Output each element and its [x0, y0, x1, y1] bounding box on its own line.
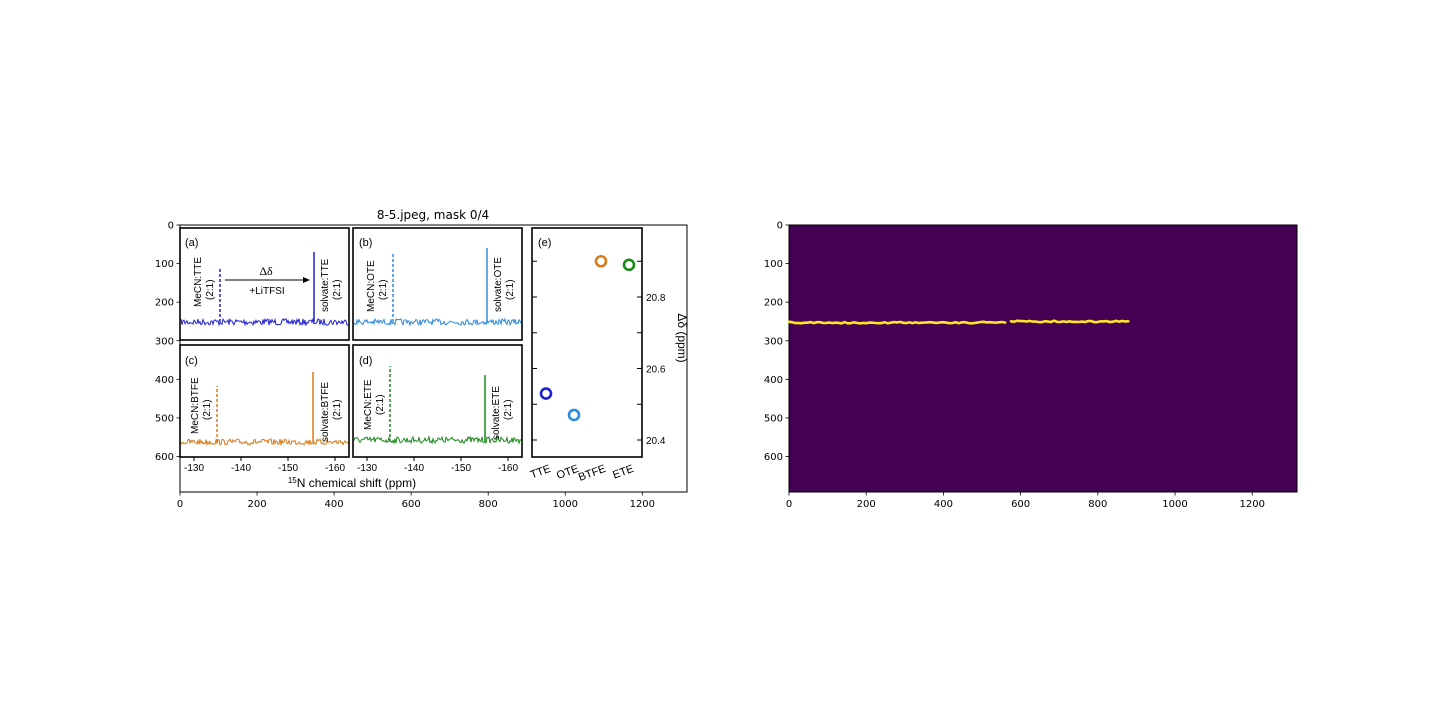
panel-d-left-peak-label: MeCN:ETE	[363, 379, 374, 430]
panel-b-right-peak-label: solvate:OTE	[493, 257, 504, 312]
scatter-points	[539, 254, 636, 422]
x-tick-label: 800	[479, 499, 498, 510]
y-tick-label: 400	[155, 375, 174, 386]
y-tick-label: 100	[155, 259, 174, 270]
additive-label: +LiTFSI	[249, 286, 284, 297]
mask-segment	[1009, 319, 1130, 324]
panel-b-left-peak-label: MeCN:OTE	[366, 260, 377, 312]
mask-foreground	[787, 319, 1130, 325]
y-tick-label: 200	[764, 298, 783, 309]
nmr-panel-b: (b) MeCN:OTE (2:1) solvate:OTE (2:1)	[352, 227, 523, 341]
x-tick-label: 200	[248, 499, 267, 510]
panel-b-left-peak-ratio: (2:1)	[378, 279, 389, 300]
panel-d-label: (d)	[359, 355, 372, 367]
scatter-point	[622, 258, 636, 272]
x-tick-label: 1200	[1239, 499, 1264, 510]
left-image-axes: (a) MeCN:TTE (2:1) solvate:TTE (2:1) Δδ …	[155, 221, 689, 511]
y-tick-label: 500	[155, 413, 174, 424]
y-tick-label: 600	[764, 452, 783, 463]
inner-x-tick-label: -140	[231, 463, 251, 474]
mask-segment	[787, 320, 1007, 325]
panel-c-right-peak-label: solvate:BTFE	[320, 382, 331, 442]
y-tick-label: 500	[764, 413, 783, 424]
y-tick-label: 400	[764, 375, 783, 386]
panel-a-label: (a)	[185, 237, 198, 249]
scatter-point	[567, 408, 581, 422]
scatter-y-tick-label: 20.4	[646, 436, 666, 447]
panel-c-frame	[179, 344, 350, 458]
panel-c-right-peak-ratio: (2:1)	[332, 399, 343, 420]
inner-x-tick-label: -130	[357, 463, 377, 474]
y-tick-label: 600	[155, 452, 174, 463]
nmr-panel-a: (a) MeCN:TTE (2:1) solvate:TTE (2:1) Δδ …	[179, 227, 350, 341]
spectrum-line-c	[180, 438, 349, 447]
x-tick-label: 1000	[553, 499, 578, 510]
inner-x-axis-label-sup: 15	[288, 476, 297, 485]
x-tick-label: 200	[857, 499, 876, 510]
panel-d-right-peak-label: solvate:ETE	[491, 386, 502, 440]
panel-a-left-peak-ratio: (2:1)	[205, 279, 216, 300]
panel-c-left-peak-label: MeCN:BTFE	[190, 377, 201, 434]
y-tick-label: 0	[777, 221, 783, 232]
x-tick-label: 0	[786, 499, 792, 510]
inner-x-tick-label: -130	[184, 463, 204, 474]
x-tick-label: 400	[325, 499, 344, 510]
scatter-point	[539, 387, 553, 400]
spectrum-line-d	[353, 435, 522, 445]
scatter-y-tick-label: 20.6	[646, 365, 666, 376]
panel-d-right-peak-ratio: (2:1)	[503, 399, 514, 420]
x-tick-label: 600	[1011, 499, 1030, 510]
panel-a-right-peak-label: solvate:TTE	[320, 258, 331, 312]
inner-x-ticks: -130 -140 -150 -160 -130 -140 -150 -160	[184, 457, 518, 474]
right-mask-axes: 0 200 400 600 800 1000 1200 0 100 200 300 400 500 600	[764, 221, 1298, 511]
inner-x-tick-label: -160	[498, 463, 518, 474]
inner-x-tick-label: -150	[451, 463, 471, 474]
scatter-y-tick-label: 20.8	[646, 293, 666, 304]
scatter-y-label: Δδ (ppm)	[675, 313, 689, 362]
inner-x-axis-label-text: N chemical shift (ppm)	[297, 476, 416, 490]
inner-x-tick-label: -160	[325, 463, 345, 474]
panel-c-left-peak-ratio: (2:1)	[202, 399, 213, 420]
nmr-panel-d: (d) MeCN:ETE (2:1) solvate:ETE (2:1)	[352, 344, 523, 458]
shift-arrow-head	[303, 277, 310, 283]
right-axis-ticks: 0 200 400 600 800 1000 1200 0 100 200 300 400 500 600	[764, 221, 1265, 511]
panel-a-left-peak-label: MeCN:TTE	[193, 257, 204, 307]
y-tick-label: 300	[155, 336, 174, 347]
x-tick-label: 1000	[1162, 499, 1187, 510]
spectrum-line-b	[353, 317, 522, 327]
nmr-panel-c: (c) MeCN:BTFE (2:1) solvate:BTFE (2:1)	[179, 344, 350, 458]
x-tick-label: 600	[402, 499, 421, 510]
panel-b-right-peak-ratio: (2:1)	[505, 279, 516, 300]
y-tick-label: 100	[764, 259, 783, 270]
panel-a-right-peak-ratio: (2:1)	[332, 279, 343, 300]
panel-b-label: (b)	[359, 237, 372, 249]
y-tick-label: 200	[155, 298, 174, 309]
spectrum-line-a	[180, 317, 349, 327]
delta-delta-symbol: Δδ	[259, 264, 273, 278]
inner-x-axis-label: 15N chemical shift (ppm)	[288, 476, 416, 490]
panel-d-left-peak-ratio: (2:1)	[375, 394, 386, 415]
inner-x-tick-label: -150	[278, 463, 298, 474]
panel-c-label: (c)	[185, 355, 198, 367]
left-panel-title: 8-5.jpeg, mask 0/4	[377, 208, 489, 222]
x-tick-label: 800	[1088, 499, 1107, 510]
x-tick-label: 0	[177, 499, 183, 510]
inner-x-tick-label: -140	[404, 463, 424, 474]
mask-background	[788, 224, 1298, 493]
scatter-point	[594, 254, 608, 268]
x-tick-label: 400	[934, 499, 953, 510]
x-tick-label: 1200	[630, 499, 655, 510]
left-axis-ticks: 0 200 400 600 800 1000 1200 0 100 200 300 400 500 600	[155, 221, 655, 511]
y-tick-label: 300	[764, 336, 783, 347]
scatter-y-ticks: 20.4 20.6 20.8	[532, 260, 666, 447]
y-tick-label: 0	[168, 221, 174, 232]
panel-e-label: (e)	[538, 237, 551, 249]
